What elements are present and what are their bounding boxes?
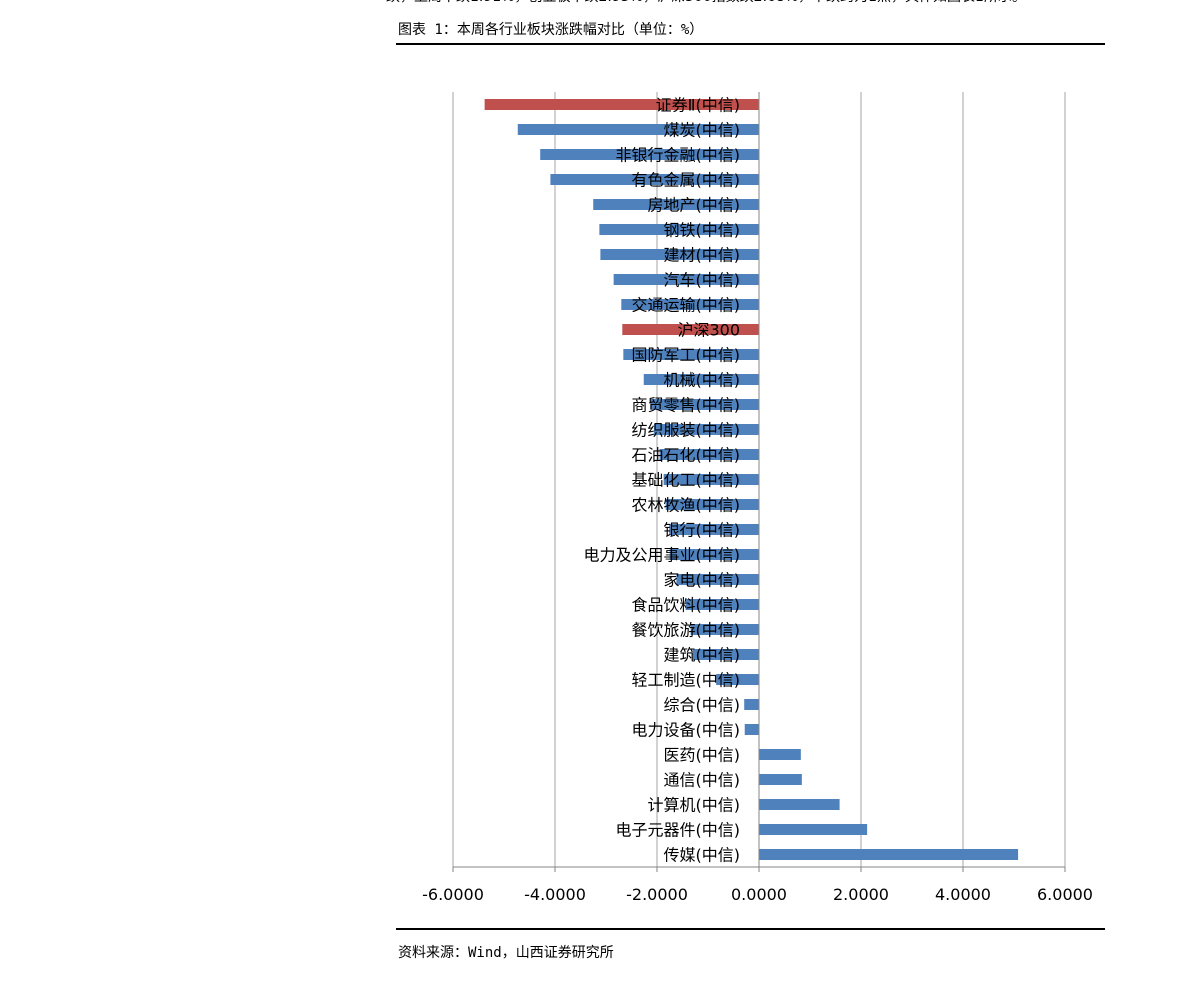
category-label-14: 石油石化(中信) bbox=[632, 446, 741, 465]
bar-30 bbox=[759, 849, 1019, 860]
bar-3 bbox=[550, 174, 759, 185]
x-tick-label-4: 2.0000 bbox=[833, 885, 889, 904]
category-label-1: 煤炭(中信) bbox=[664, 121, 741, 140]
category-label-11: 机械(中信) bbox=[664, 371, 741, 390]
x-tick-label-3: 0.0000 bbox=[731, 885, 787, 904]
x-tick-label-0: -6.0000 bbox=[422, 885, 484, 904]
bar-12 bbox=[650, 399, 759, 410]
bar-14 bbox=[659, 449, 759, 460]
category-label-2: 非银行金融(中信) bbox=[616, 146, 741, 165]
bar-0 bbox=[484, 99, 759, 110]
category-label-9: 沪深300 bbox=[677, 321, 740, 340]
bars bbox=[484, 99, 1019, 860]
category-label-4: 房地产(中信) bbox=[648, 196, 741, 215]
x-tick-labels: -6.0000 -4.0000 -2.0000 0.0000 2.0000 4.0000 6… bbox=[422, 885, 1093, 904]
source-note: 资料来源：Wind，山西证券研究所 bbox=[398, 945, 614, 961]
bar-16 bbox=[665, 499, 759, 510]
bar-15 bbox=[663, 474, 759, 485]
category-label-24: 综合(中信) bbox=[664, 696, 741, 715]
bar-17 bbox=[669, 524, 759, 535]
x-tick-label-5: 4.0000 bbox=[935, 885, 991, 904]
category-label-30: 传媒(中信) bbox=[664, 846, 741, 865]
bar-7 bbox=[613, 274, 759, 285]
figure-title: 图表 1：本周各行业板块涨跌幅对比（单位：%） bbox=[398, 22, 704, 38]
category-label-25: 电力设备(中信) bbox=[632, 721, 741, 740]
category-label-7: 汽车(中信) bbox=[664, 271, 741, 290]
bar-19 bbox=[676, 574, 759, 585]
category-label-28: 计算机(中信) bbox=[648, 796, 741, 815]
gridlines bbox=[452, 92, 1066, 867]
bar-26 bbox=[759, 749, 801, 760]
category-label-6: 建材(中信) bbox=[664, 246, 741, 265]
top-rule bbox=[396, 43, 1105, 45]
category-label-22: 建筑(中信) bbox=[664, 646, 741, 665]
bar-10 bbox=[623, 349, 759, 360]
category-label-29: 电子元器件(中信) bbox=[616, 821, 741, 840]
axes bbox=[452, 92, 1066, 872]
bar-4 bbox=[593, 199, 759, 210]
category-label-18: 电力及公用事业(中信) bbox=[584, 546, 741, 565]
bar-25 bbox=[744, 724, 759, 735]
category-label-21: 餐饮旅游(中信) bbox=[632, 621, 741, 640]
x-tick-label-1: -4.0000 bbox=[524, 885, 586, 904]
bar-6 bbox=[600, 249, 759, 260]
bar-1 bbox=[517, 124, 759, 135]
bar-11 bbox=[643, 374, 759, 385]
bar-20 bbox=[685, 599, 759, 610]
bar-22 bbox=[692, 649, 759, 660]
category-label-23: 轻工制造(中信) bbox=[632, 671, 741, 690]
bar-13 bbox=[653, 424, 759, 435]
bar-27 bbox=[759, 774, 802, 785]
bottom-rule bbox=[396, 928, 1105, 930]
category-label-17: 银行(中信) bbox=[664, 521, 741, 540]
category-labels: 证券Ⅱ(中信) 煤炭(中信) 非银行金融(中信) 有色金属(中信) 房地产(中信) 钢铁(… bbox=[584, 96, 741, 865]
cut-off-paragraph: 跌，上周下跌1.91%，创业板下跌2.93%，沪深300指数跌2.68%，下跌约… bbox=[386, 0, 1106, 8]
bar-8 bbox=[621, 299, 759, 310]
category-label-16: 农林牧渔(中信) bbox=[632, 496, 741, 515]
bar-24 bbox=[744, 699, 759, 710]
x-tick-label-6: 6.0000 bbox=[1037, 885, 1093, 904]
category-label-26: 医药(中信) bbox=[664, 746, 741, 765]
bar-28 bbox=[759, 799, 840, 810]
bar-23 bbox=[716, 674, 759, 685]
category-label-0: 证券Ⅱ(中信) bbox=[656, 96, 740, 115]
bar-21 bbox=[690, 624, 759, 635]
category-label-3: 有色金属(中信) bbox=[632, 171, 741, 190]
bar-18 bbox=[669, 549, 759, 560]
category-label-15: 基础化工(中信) bbox=[632, 471, 741, 490]
category-label-19: 家电(中信) bbox=[664, 571, 741, 590]
x-tick-label-2: -2.0000 bbox=[626, 885, 688, 904]
bar-5 bbox=[599, 224, 759, 235]
bar-2 bbox=[540, 149, 759, 160]
category-label-13: 纺织服装(中信) bbox=[632, 421, 741, 440]
category-label-12: 商贸零售(中信) bbox=[632, 396, 741, 415]
bar-9 bbox=[622, 324, 759, 335]
category-label-5: 钢铁(中信) bbox=[664, 221, 741, 240]
bar-29 bbox=[759, 824, 868, 835]
category-label-10: 国防军工(中信) bbox=[632, 346, 741, 365]
category-label-8: 交通运输(中信) bbox=[632, 296, 741, 315]
category-label-27: 通信(中信) bbox=[664, 771, 741, 790]
category-label-20: 食品饮料(中信) bbox=[632, 596, 741, 615]
